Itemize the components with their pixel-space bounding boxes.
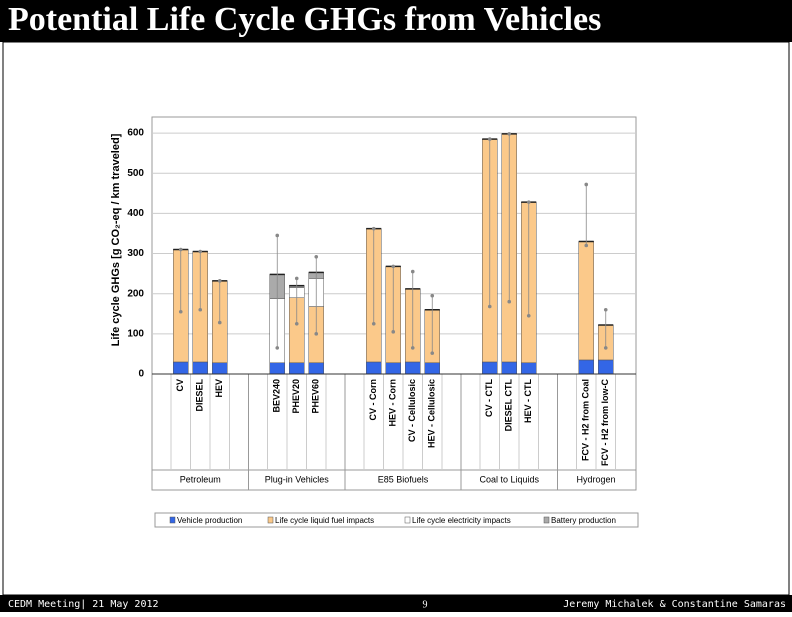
error-high [294, 276, 299, 281]
x-tick-label: FCV - H2 from Coal [581, 379, 591, 461]
error-low [371, 322, 376, 326]
error-low [603, 346, 608, 350]
slide-title: Potential Life Cycle GHGs from Vehicles [8, 1, 601, 38]
error-low [526, 313, 531, 318]
error-high [314, 254, 319, 259]
bar-segment [366, 361, 382, 375]
x-tick-label: DIESEL [195, 379, 205, 412]
bar-segment [424, 362, 440, 375]
error-high [584, 182, 589, 187]
error-low [275, 346, 280, 350]
error-low [487, 304, 492, 309]
legend-label: Battery production [551, 516, 616, 525]
bar-segment [308, 362, 324, 375]
x-tick-label: CV [175, 379, 185, 392]
error-low [410, 346, 415, 350]
error-high [198, 249, 203, 254]
error-high [275, 233, 280, 238]
error-low [217, 320, 222, 325]
error-low [198, 307, 203, 312]
bar-segment [173, 361, 189, 375]
legend-swatch [267, 516, 274, 524]
x-tick-label: HEV - Corn [388, 379, 398, 427]
bar-segment [578, 359, 594, 375]
group-label: Hydrogen [576, 474, 615, 484]
x-tick-label: HEV [214, 379, 224, 398]
footer-bar [0, 595, 792, 612]
legend-label: Vehicle production [177, 516, 242, 525]
footer-right: Jeremy Michalek & Constantine Samaras [563, 599, 786, 610]
group-label: Coal to Liquids [479, 474, 539, 484]
error-low [430, 351, 435, 355]
legend-swatch [404, 516, 411, 524]
error-low [294, 322, 299, 326]
error-high [178, 247, 183, 252]
page-number: 9 [423, 599, 428, 610]
x-tick-label: FCV - H2 from low-C [600, 379, 610, 466]
y-tick-label: 200 [127, 288, 144, 299]
footer-left: CEDM Meeting| 21 May 2012 [8, 599, 159, 610]
title-bar [0, 0, 792, 42]
x-tick-label: PHEV60 [311, 379, 321, 414]
bar-segment [192, 361, 208, 375]
error-high [391, 264, 396, 269]
group-label: E85 Biofuels [378, 474, 429, 484]
legend-swatch [169, 516, 176, 524]
error-high [430, 293, 435, 298]
x-tick-label: CV - CTL [484, 379, 494, 417]
legend-label: Life cycle electricity impacts [412, 516, 511, 525]
x-tick-label: HEV - CTL [523, 378, 533, 423]
error-low [584, 243, 589, 248]
y-tick-label: 300 [127, 248, 144, 259]
bar-segment [501, 361, 517, 375]
bar-segment [482, 361, 498, 375]
legend-swatch [543, 516, 550, 524]
y-tick-label: 500 [127, 168, 144, 179]
x-tick-label: CV - Corn [368, 379, 378, 421]
group-label: Plug-in Vehicles [265, 474, 330, 484]
bar-segment [289, 362, 305, 375]
bar-segment [578, 241, 594, 361]
y-tick-label: 0 [138, 369, 144, 380]
error-high [603, 307, 608, 312]
error-high [410, 269, 415, 274]
bar-segment [385, 362, 401, 375]
bar-segment [405, 361, 421, 375]
x-tick-label: DIESEL CTL [504, 379, 514, 432]
y-tick-label: 400 [127, 208, 144, 219]
x-tick-label: PHEV20 [291, 379, 301, 414]
legend-label: Life cycle liquid fuel impacts [275, 516, 374, 525]
bar-segment [598, 359, 614, 375]
error-high [371, 226, 376, 231]
y-tick-label: 100 [127, 328, 144, 339]
x-tick-label: BEV240 [272, 379, 282, 413]
error-low [391, 330, 396, 334]
bar-segment [269, 362, 285, 375]
bar-segment [521, 362, 537, 375]
error-low [314, 332, 319, 336]
error-low [507, 299, 512, 304]
y-axis-label: Life cycle GHGs [g CO₂-eq / km traveled] [110, 133, 122, 346]
y-tick-label: 600 [127, 128, 144, 139]
error-high [526, 200, 531, 204]
x-tick-label: HEV - Cellulosic [427, 379, 437, 448]
group-label: Petroleum [180, 474, 221, 484]
x-tick-label: CV - Cellulosic [407, 379, 417, 442]
bar-segment [212, 362, 228, 375]
error-high [217, 279, 222, 283]
error-low [178, 309, 183, 314]
error-high [507, 132, 512, 136]
legend-box [154, 512, 639, 528]
error-high [487, 137, 492, 141]
